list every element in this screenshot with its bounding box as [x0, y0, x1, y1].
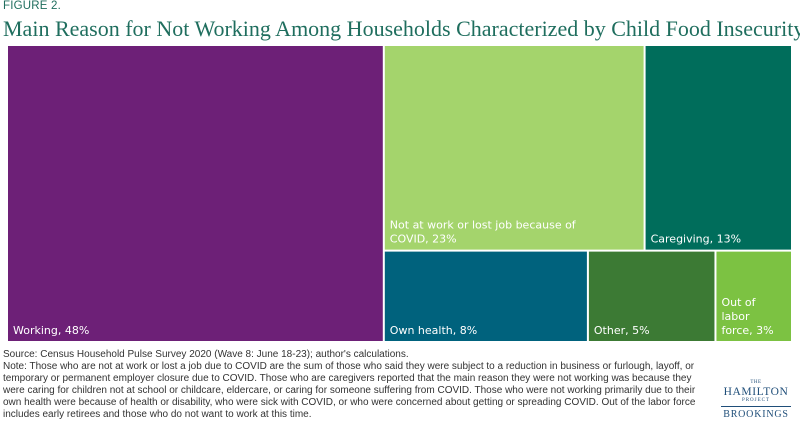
note-text: Note: Those who are not at work or lost … — [3, 361, 696, 420]
hamilton-brookings-logo: THE HAMILTON PROJECT BROOKINGS — [716, 380, 796, 421]
treemap-label-1: Not at work or lost job because of COVID,… — [390, 219, 577, 246]
figure-label: FIGURE 2. — [3, 0, 62, 12]
treemap-tile-2 — [645, 46, 791, 250]
logo-the: THE — [750, 380, 762, 385]
treemap-label-2: Caregiving, 13% — [651, 233, 741, 246]
treemap-tile-5 — [716, 251, 791, 341]
logo-brookings: BROOKINGS — [723, 409, 789, 420]
source-text: Source: Census Household Pulse Survey 20… — [3, 349, 409, 360]
chart-title: Main Reason for Not Working Among Househ… — [3, 16, 800, 41]
treemap-tile-0 — [8, 46, 383, 341]
treemap-tile-4 — [588, 251, 715, 341]
treemap-label-5: Out of labor force, 3% — [721, 296, 773, 337]
treemap-label-0: Working, 48% — [13, 324, 89, 337]
logo-divider — [721, 406, 791, 407]
treemap-tile-1 — [384, 46, 644, 250]
treemap-tile-3 — [384, 251, 587, 341]
treemap-label-3: Own health, 8% — [390, 324, 477, 337]
treemap-label-4: Other, 5% — [594, 324, 650, 337]
logo-hamilton: HAMILTON — [723, 386, 789, 398]
logo-project: PROJECT — [741, 398, 771, 403]
